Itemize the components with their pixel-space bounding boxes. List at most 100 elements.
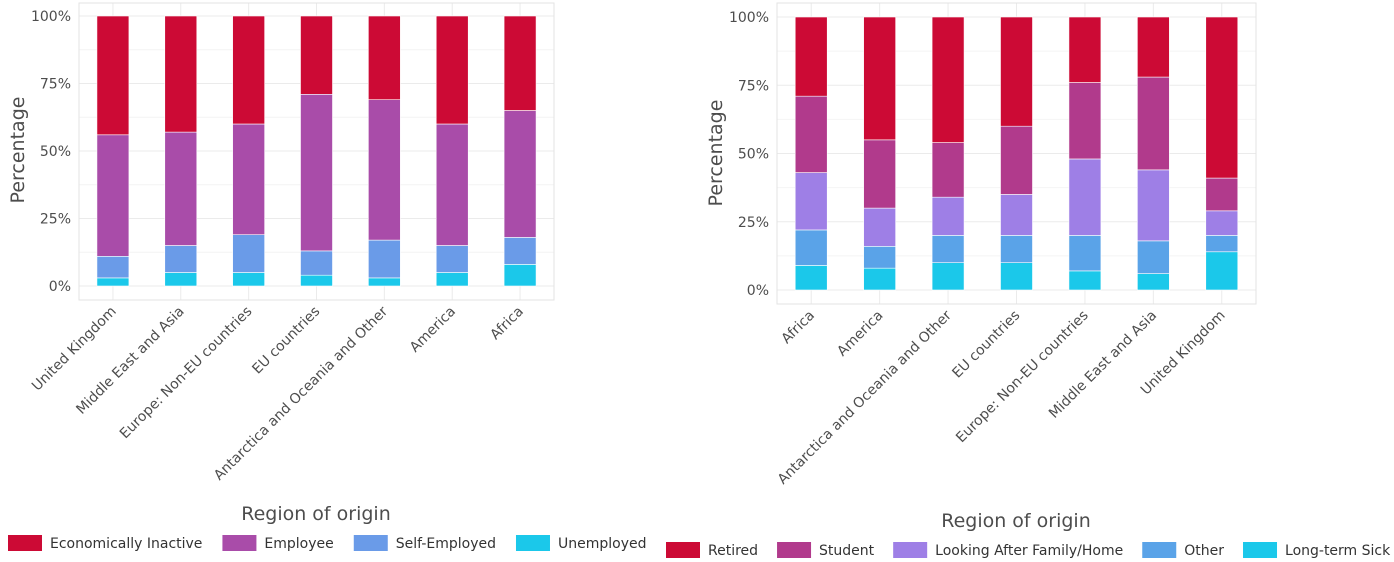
y-tick-label: 75% [40, 77, 71, 93]
bar-other-europe-non-eu-countries [1068, 235, 1102, 272]
bar-long-term-sick-or-disabled-united-kingdom [1205, 251, 1239, 291]
bar-economically-inactive-africa [503, 15, 537, 111]
legend-label: Student [819, 543, 875, 559]
y-tick-labels: 0% 25% 50% 75% 100% [31, 9, 71, 295]
bar-looking-after-family-home-middle-east-and-asia [1137, 169, 1170, 242]
bar-economically-inactive-middle-east-and-asia [164, 15, 198, 133]
bar-student-africa [794, 95, 828, 173]
bar-long-term-sick-or-disabled-europe-non-eu-countries [1068, 270, 1102, 291]
legend-label: Employee [264, 536, 333, 552]
legend-item-other: Other [1142, 542, 1224, 559]
y-tick-label: 100% [31, 9, 71, 25]
y-tick-labels: 0% 25% 50% 75% 100% [729, 10, 769, 299]
bar-retired-eu-countries [1000, 16, 1033, 127]
x-tick-label: EU countries [249, 304, 323, 378]
legend-swatch [222, 535, 257, 551]
legend-swatch [1243, 542, 1278, 558]
bar-long-term-sick-or-disabled-america [863, 267, 896, 291]
y-tick-label: 25% [40, 212, 71, 228]
bar-self-employed-antarctica-and-oceania-and-other [368, 239, 401, 279]
legend: Economically Inactive Employee Self-Employ… [8, 535, 646, 552]
legend-label: Long-term Sick or Disabled [1285, 543, 1394, 559]
bar-student-united-kingdom [1205, 177, 1239, 212]
bar-retired-europe-non-eu-countries [1068, 16, 1102, 83]
bar-unemployed-middle-east-and-asia [164, 272, 198, 287]
bar-employee-africa [503, 110, 537, 238]
y-tick-label: 50% [40, 144, 71, 160]
legend-swatch [893, 542, 928, 558]
bar-self-employed-middle-east-and-asia [164, 245, 198, 273]
bar-retired-america [863, 16, 896, 141]
bar-looking-after-family-home-eu-countries [1000, 194, 1033, 236]
bar-employee-europe-non-eu-countries [232, 123, 265, 235]
bar-unemployed-europe-non-eu-countries [232, 272, 265, 287]
bar-retired-middle-east-and-asia [1137, 16, 1170, 78]
bar-student-middle-east-and-asia [1137, 76, 1170, 171]
bar-long-term-sick-or-disabled-africa [794, 265, 828, 291]
legend-swatch [777, 542, 812, 558]
legend-item-long-term-sick-or-disabled: Long-term Sick or Disabled [1243, 542, 1394, 559]
bar-economically-inactive-antarctica-and-oceania-and-other [368, 15, 401, 100]
bar-employee-united-kingdom [96, 134, 130, 257]
legend-swatch [8, 535, 42, 551]
bar-looking-after-family-home-america [863, 207, 896, 247]
y-tick-label: 0% [747, 283, 769, 299]
bar-other-antarctica-and-oceania-and-other [931, 235, 965, 263]
x-tick-label: America [407, 304, 459, 356]
bar-student-america [863, 139, 896, 209]
legend-swatch [353, 535, 388, 551]
y-tick-label: 100% [729, 10, 769, 26]
bar-looking-after-family-home-africa [794, 172, 828, 231]
bar-retired-antarctica-and-oceania-and-other [931, 16, 965, 143]
bars [96, 15, 537, 287]
bar-other-africa [794, 229, 828, 266]
legend-label: Unemployed [558, 536, 647, 552]
legend-item-student: Student [777, 542, 875, 559]
bar-retired-united-kingdom [1205, 16, 1239, 179]
bar-self-employed-europe-non-eu-countries [232, 234, 265, 273]
bar-economically-inactive-united-kingdom [96, 15, 130, 136]
x-tick-label: Europe: Non-EU countries [953, 308, 1092, 447]
bar-self-employed-america [435, 245, 469, 273]
bar-employee-antarctica-and-oceania-and-other [368, 99, 401, 241]
legend-swatch [515, 535, 550, 551]
y-tick-label: 50% [738, 147, 769, 163]
bar-unemployed-america [435, 272, 469, 287]
legend-label: Other [1184, 543, 1224, 559]
x-tick-label: Africa [778, 308, 818, 348]
bar-employee-middle-east-and-asia [164, 131, 198, 246]
y-tick-label: 0% [49, 279, 71, 295]
bar-unemployed-eu-countries [300, 274, 333, 287]
x-tick-label: Europe: Non-EU countries [117, 304, 256, 443]
bar-other-eu-countries [1000, 235, 1033, 263]
bar-economically-inactive-america [435, 15, 469, 125]
legend-swatch [666, 542, 700, 558]
bar-long-term-sick-or-disabled-eu-countries [1000, 262, 1033, 291]
bar-self-employed-united-kingdom [96, 255, 130, 279]
bar-looking-after-family-home-europe-non-eu-countries [1068, 158, 1102, 236]
bar-unemployed-africa [503, 264, 537, 287]
bar-employee-america [435, 123, 469, 246]
bar-student-europe-non-eu-countries [1068, 82, 1102, 160]
bar-long-term-sick-or-disabled-middle-east-and-asia [1137, 273, 1170, 291]
bar-student-antarctica-and-oceania-and-other [931, 142, 965, 198]
y-tick-label: 75% [738, 78, 769, 94]
bar-long-term-sick-or-disabled-antarctica-and-oceania-and-other [931, 262, 965, 291]
legend-label: Economically Inactive [50, 536, 202, 552]
bar-looking-after-family-home-antarctica-and-oceania-and-other [931, 196, 965, 236]
bar-student-eu-countries [1000, 125, 1033, 195]
legend-item-looking-after-family-home: Looking After Family/Home [893, 542, 1123, 559]
bar-self-employed-eu-countries [300, 250, 333, 276]
bar-other-united-kingdom [1205, 235, 1239, 253]
bar-self-employed-africa [503, 237, 537, 265]
legend-item-retired: Retired [666, 542, 758, 559]
bar-unemployed-united-kingdom [96, 277, 130, 287]
bar-economically-inactive-europe-non-eu-countries [232, 15, 265, 125]
x-axis-title: Region of origin [241, 503, 391, 525]
panel-border [78, 2, 555, 301]
